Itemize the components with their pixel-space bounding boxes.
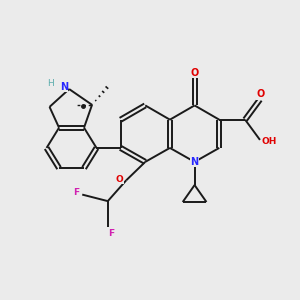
Text: O: O (190, 68, 199, 78)
Text: H: H (47, 79, 54, 88)
Text: OH: OH (261, 137, 277, 146)
Text: F: F (73, 188, 79, 197)
Text: O: O (116, 175, 124, 184)
Text: N: N (190, 157, 199, 167)
Text: N: N (60, 82, 68, 92)
Text: O: O (256, 89, 265, 99)
Text: F: F (108, 229, 114, 238)
